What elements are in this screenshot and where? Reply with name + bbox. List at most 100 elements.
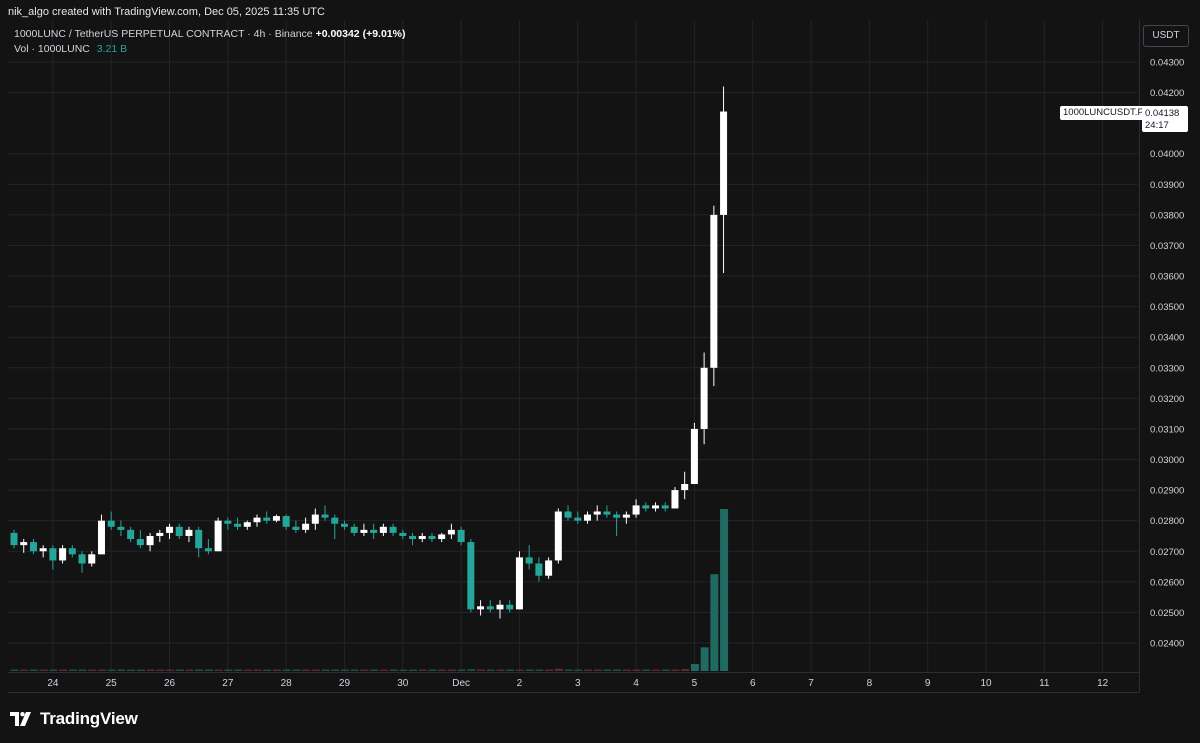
legend-symbol: 1000LUNC / TetherUS PERPETUAL CONTRACT xyxy=(14,28,245,40)
volume-bar xyxy=(59,669,68,671)
volume-bar xyxy=(642,669,651,671)
candle-body xyxy=(166,526,174,533)
candle-body xyxy=(243,522,251,527)
candle-body xyxy=(302,523,310,530)
candle-body xyxy=(554,511,562,561)
volume-bar xyxy=(49,669,58,671)
time-tick-label: 27 xyxy=(222,678,234,689)
volume-bar xyxy=(506,669,515,671)
legend-volume-value: 3.21 B xyxy=(96,43,128,55)
legend-symbol-line[interactable]: 1000LUNC / TetherUS PERPETUAL CONTRACT ·… xyxy=(14,28,406,40)
candle-body xyxy=(175,526,183,536)
volume-bar xyxy=(545,669,554,671)
grid-lines xyxy=(8,20,1138,672)
volume-bar xyxy=(370,669,379,671)
volume-bar xyxy=(195,669,204,671)
volume-bar xyxy=(409,669,418,671)
price-tick-label: 0.03000 xyxy=(1150,455,1184,466)
candle-body xyxy=(272,516,280,521)
volume-bar xyxy=(204,669,213,671)
price-tick-label: 0.03100 xyxy=(1150,424,1184,435)
legend-volume-line[interactable]: Vol · 1000LUNC 3.21 B xyxy=(14,43,127,55)
volume-bar xyxy=(263,669,272,671)
volume-bar xyxy=(720,509,729,671)
price-tick-label: 0.02500 xyxy=(1150,608,1184,619)
candle-body xyxy=(360,529,368,533)
tradingview-watermark[interactable]: TradingView xyxy=(10,708,138,730)
price-tick-label: 0.03800 xyxy=(1150,210,1184,221)
candle-body xyxy=(234,523,242,527)
volume-bar xyxy=(603,669,612,671)
volume-bar xyxy=(10,669,19,671)
candle-body xyxy=(457,529,465,543)
tradingview-brand: TradingView xyxy=(40,709,138,728)
volume-bar xyxy=(632,669,641,671)
candle-body xyxy=(671,490,679,509)
candle-body xyxy=(146,535,154,546)
candle-body xyxy=(583,514,591,521)
time-tick-label: 12 xyxy=(1097,678,1109,689)
candle-body xyxy=(340,523,348,527)
candle-body xyxy=(117,526,125,530)
last-price-value: 0.04138 xyxy=(1145,108,1180,119)
volume-bar xyxy=(661,669,670,671)
volume-bar xyxy=(224,669,233,671)
currency-button[interactable]: USDT xyxy=(1143,25,1189,47)
price-tick-label: 0.03200 xyxy=(1150,394,1184,405)
volume-bar xyxy=(467,669,476,671)
price-tick-label: 0.02600 xyxy=(1150,577,1184,588)
legend-exchange: Binance xyxy=(274,28,313,40)
candle-body xyxy=(88,554,96,564)
candle-body xyxy=(49,548,57,561)
candle-body xyxy=(224,520,232,524)
volume-bar xyxy=(340,669,349,671)
volume-bar xyxy=(146,669,155,671)
volume-bar xyxy=(311,669,320,671)
legend-change: +0.00342 (+9.01%) xyxy=(315,28,406,40)
volume-bar xyxy=(525,669,534,671)
volume-bar xyxy=(593,669,602,671)
volume-bar xyxy=(690,663,699,671)
volume-bar xyxy=(234,669,243,671)
price-tick-label: 0.02800 xyxy=(1150,516,1184,527)
volume-bar xyxy=(710,574,719,671)
candle-body xyxy=(350,526,358,533)
volume-bar xyxy=(292,669,301,671)
candle-body xyxy=(321,514,329,518)
candle-body xyxy=(700,367,708,429)
time-tick-label: 26 xyxy=(164,678,176,689)
candle-body xyxy=(652,505,660,509)
volume-bar xyxy=(564,669,573,671)
candle-body xyxy=(661,505,669,509)
volume-bar xyxy=(243,669,252,671)
volume-bar xyxy=(29,669,38,671)
candle-body xyxy=(97,520,105,555)
legend-volume-label: Vol · 1000LUNC xyxy=(14,43,90,55)
price-tick-label: 0.02700 xyxy=(1150,547,1184,558)
volume-bar xyxy=(156,669,165,671)
candle-body xyxy=(632,505,640,515)
volume-bar xyxy=(438,669,447,671)
time-tick-label: 4 xyxy=(633,678,639,689)
volume-bar xyxy=(613,669,622,671)
candle-body xyxy=(263,517,271,521)
volume-bar xyxy=(350,669,359,671)
volume-bar xyxy=(457,669,466,671)
candle-body xyxy=(156,532,164,536)
candle-body xyxy=(418,535,426,540)
candle-body xyxy=(409,535,417,540)
candle-body xyxy=(78,554,86,564)
volume-bar xyxy=(583,669,592,671)
price-tick-label: 0.03900 xyxy=(1150,180,1184,191)
candle-body xyxy=(10,532,18,546)
candle-body xyxy=(331,517,339,524)
symbol-price-tag: 1000LUNCUSDT.P xyxy=(1060,106,1147,120)
time-tick-label: 8 xyxy=(867,678,873,689)
candle-body xyxy=(681,483,689,491)
price-tick-label: 0.03600 xyxy=(1150,272,1184,283)
volume-bars xyxy=(10,509,729,671)
time-tick-label: 25 xyxy=(106,678,118,689)
volume-bar xyxy=(214,669,223,671)
